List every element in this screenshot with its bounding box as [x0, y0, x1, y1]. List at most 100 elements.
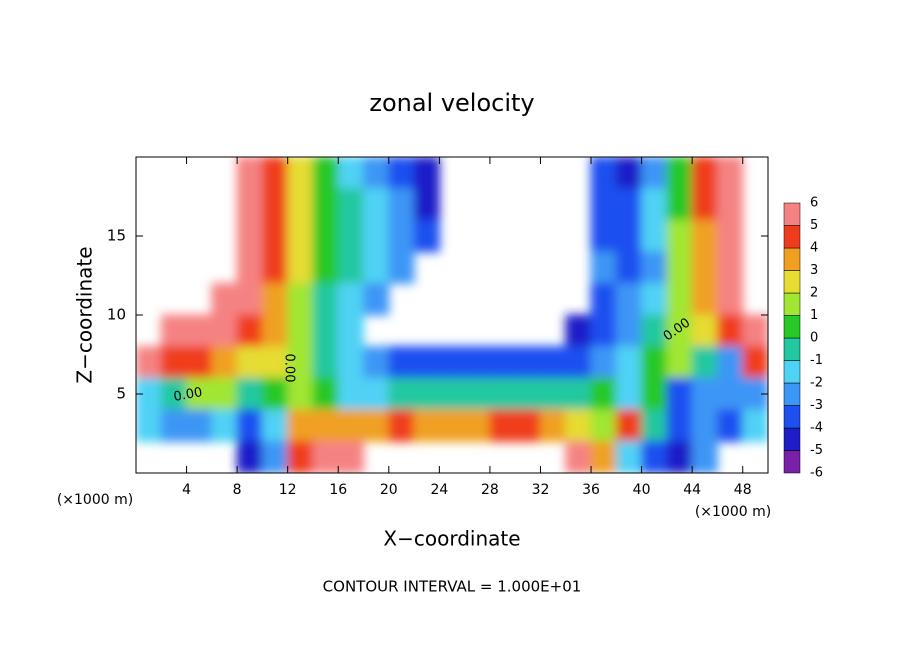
field-cell — [666, 346, 693, 379]
field-cell — [287, 188, 314, 221]
field-cell — [388, 409, 415, 442]
field-cell — [539, 377, 567, 411]
x-tick-label: 36 — [582, 482, 600, 498]
colorbar-box — [783, 292, 801, 316]
field-cell — [641, 219, 668, 253]
field-cell — [438, 377, 466, 411]
field-cell — [337, 188, 365, 221]
x-tick-label: 40 — [633, 482, 651, 498]
field-cell — [236, 440, 263, 473]
field-cell — [186, 377, 213, 411]
field-cell — [337, 377, 365, 411]
field-cell — [337, 314, 365, 348]
colorbar-box — [783, 450, 801, 474]
field-cell — [388, 251, 415, 284]
colorbar-label: 1 — [810, 308, 818, 323]
field-cell — [287, 409, 314, 442]
field-cell — [615, 251, 643, 284]
x-tick-label: 8 — [233, 482, 242, 498]
colorbar-label: 3 — [810, 263, 818, 278]
field-cell — [287, 219, 314, 253]
field-cell — [312, 282, 339, 316]
field-cell — [615, 377, 643, 411]
field-cell — [565, 377, 592, 411]
field-cell — [287, 314, 314, 348]
field-cell — [641, 282, 668, 316]
colorbar-box — [783, 427, 801, 451]
field-cell — [742, 314, 768, 348]
field-cell — [691, 409, 718, 442]
field-cell — [464, 377, 491, 411]
field-cell — [261, 282, 289, 316]
field-cell — [287, 377, 314, 411]
field-cell — [236, 314, 263, 348]
field-cell — [363, 282, 390, 316]
field-cell — [514, 346, 541, 379]
colorbar-label: 0 — [810, 331, 818, 346]
field-cell — [438, 409, 466, 442]
field-cell — [388, 346, 415, 379]
field-cell — [464, 346, 491, 379]
field-cell — [590, 157, 617, 190]
field-cell — [691, 377, 718, 411]
field-cell — [716, 314, 744, 348]
field-cell — [287, 440, 314, 473]
field-cell — [337, 409, 365, 442]
field-cell — [388, 188, 415, 221]
field-cell — [287, 251, 314, 284]
field-cell — [691, 251, 718, 284]
colorbar-box — [783, 337, 801, 361]
field-cell — [236, 377, 263, 411]
field-cell — [565, 409, 592, 442]
contour-label: 0.00 — [172, 385, 203, 405]
field-cell — [236, 282, 263, 316]
y-tick-label: 5 — [116, 385, 126, 403]
colorbar-box — [783, 405, 801, 429]
field-cell — [312, 377, 339, 411]
field-cell — [539, 409, 567, 442]
field-cell — [236, 219, 263, 253]
field-cell — [615, 219, 643, 253]
field-cell — [261, 157, 289, 190]
field-cell — [615, 440, 643, 473]
field-cell — [388, 219, 415, 253]
field-cell — [691, 157, 718, 190]
field-cell — [236, 409, 263, 442]
field-cell — [261, 346, 289, 379]
field-cell — [211, 346, 238, 379]
field-cell — [615, 409, 643, 442]
x-tick-label: 4 — [182, 482, 191, 498]
colorbar-label: -5 — [810, 443, 823, 458]
field-cell — [312, 440, 339, 473]
field-cell — [590, 346, 617, 379]
field-cell — [438, 346, 466, 379]
colorbar-label: -3 — [810, 398, 823, 413]
x-unit: (×1000 m) — [695, 504, 771, 520]
field-cell — [236, 188, 263, 221]
field-cell — [514, 377, 541, 411]
field-cell — [641, 346, 668, 379]
contour-label: 0.00 — [282, 354, 297, 383]
colorbar-box — [783, 315, 801, 339]
x-tick-label: 48 — [734, 482, 752, 498]
cells — [136, 157, 768, 473]
field-cell — [691, 188, 718, 221]
y-unit: (×1000 m) — [57, 492, 133, 508]
x-tick-label: 32 — [532, 482, 550, 498]
colorbar-box — [783, 225, 801, 249]
field-cell — [716, 282, 744, 316]
field-cell — [464, 409, 491, 442]
field-cell — [641, 314, 668, 348]
field-cell — [590, 314, 617, 348]
field-cell — [691, 314, 718, 348]
field-cell — [261, 314, 289, 348]
field-cell — [363, 219, 390, 253]
field-cell — [287, 157, 314, 190]
field-cell — [489, 377, 516, 411]
field-cell — [363, 251, 390, 284]
field-cell — [413, 346, 440, 379]
field-cell — [666, 282, 693, 316]
field-cell — [413, 377, 440, 411]
field-cell — [716, 188, 744, 221]
colorbar-label: 6 — [810, 196, 818, 211]
